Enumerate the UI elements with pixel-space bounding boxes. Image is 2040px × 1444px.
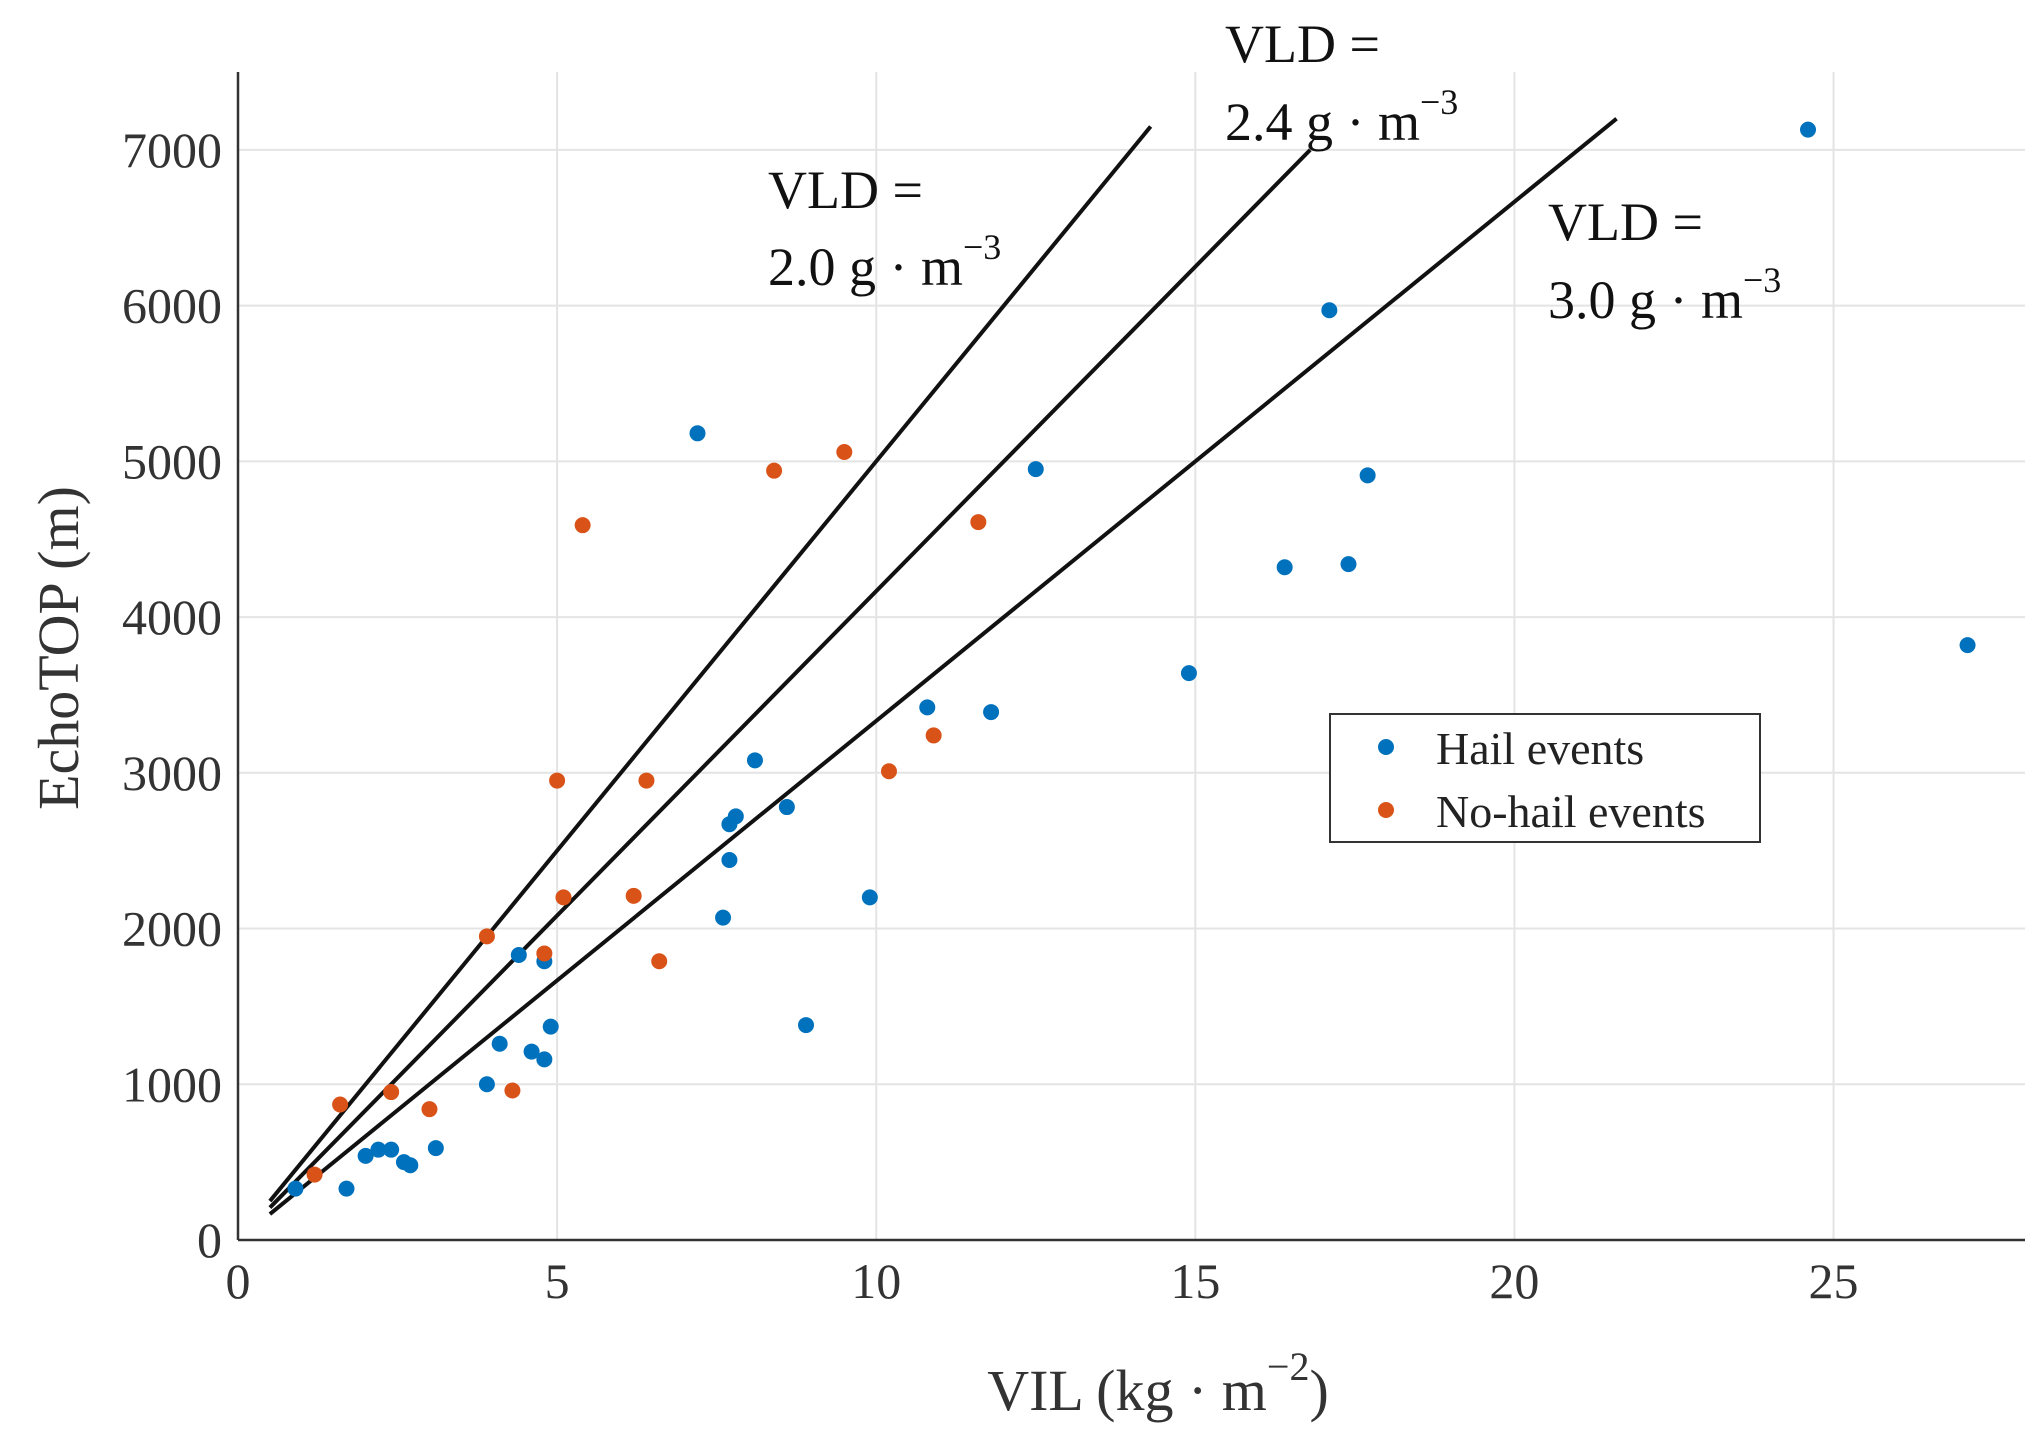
no-hail-point (549, 772, 566, 789)
annotation-vld-2-0: VLD = 2.0 g · m−3 (768, 160, 1001, 297)
hail-point (721, 852, 738, 869)
hail-point (510, 947, 527, 964)
no-hail-point (651, 953, 668, 970)
hail-point (491, 1035, 508, 1052)
hail-point (383, 1141, 400, 1158)
annotation-vld-2-0-line2: 2.0 g · m−3 (768, 227, 1001, 297)
no-hail-point (638, 772, 655, 789)
no-hail-point (536, 945, 553, 962)
x-tick-label: 5 (545, 1253, 570, 1309)
annotation-vld-2-4-line2: 2.4 g · m−3 (1225, 82, 1458, 152)
grid-layer (237, 72, 2025, 1241)
no-hail-point (880, 763, 897, 780)
no-hail-point (421, 1101, 438, 1118)
y-axis-label: EchoTOP (m) (26, 486, 91, 810)
hail-point (427, 1140, 444, 1157)
hail-point (798, 1017, 815, 1034)
hail-point (1340, 556, 1357, 573)
vld-line-2 (268, 125, 1153, 1203)
annotation-vld-3-0: VLD = 3.0 g · m−3 (1548, 192, 1781, 330)
y-tick-label: 1000 (122, 1056, 222, 1112)
hail-point (983, 704, 1000, 721)
x-tick-label: 20 (1489, 1253, 1539, 1309)
y-tick-label: 5000 (122, 433, 222, 489)
hail-point (536, 1051, 553, 1068)
vld-line-3 (268, 117, 1618, 1216)
annotation-vld-2-4: VLD = 2.4 g · m−3 (1225, 14, 1458, 152)
legend-label-hail: Hail events (1436, 723, 1644, 774)
no-hail-point (574, 517, 591, 534)
hail-point (523, 1043, 540, 1060)
no-hail-point (625, 887, 642, 904)
vld-line-2-4 (268, 148, 1312, 1209)
hail-point (542, 1018, 559, 1035)
data-points (287, 121, 1976, 1197)
y-tick-label: 2000 (122, 901, 222, 957)
y-tick-label: 6000 (122, 278, 222, 334)
hail-point (689, 425, 706, 442)
y-tick-label: 3000 (122, 745, 222, 801)
annotation-vld-3-0-line1: VLD = (1548, 192, 1703, 252)
hail-point (338, 1180, 355, 1197)
annotation-vld-3-0-line2: 3.0 g · m−3 (1548, 260, 1781, 330)
hail-point (727, 808, 744, 825)
hail-point (370, 1141, 387, 1158)
hail-point (478, 1076, 495, 1093)
hail-point (778, 799, 795, 816)
no-hail-point (478, 928, 495, 945)
axis-layer: 0 5 10 15 20 25 0 1000 2000 3000 4000 5000 6000 7000 (122, 72, 2025, 1309)
reference-lines (268, 117, 1618, 1216)
legend-marker-hail (1378, 739, 1394, 755)
hail-point (287, 1180, 304, 1197)
hail-point (919, 699, 936, 716)
hail-point (1800, 121, 1817, 138)
annotation-vld-2-4-line1: VLD = (1225, 14, 1380, 74)
hail-point (1180, 665, 1197, 682)
no-hail-point (383, 1084, 400, 1101)
no-hail-point (332, 1096, 349, 1113)
x-axis-label: VIL (kg · m−2) (987, 1344, 1329, 1423)
annotation-vld-2-0-line1: VLD = (768, 160, 923, 220)
no-hail-point (555, 889, 572, 906)
no-hail-point (925, 727, 942, 744)
no-hail-point (504, 1082, 521, 1099)
y-tick-label: 0 (197, 1212, 222, 1268)
no-hail-point (766, 462, 783, 479)
legend-label-no-hail: No-hail events (1436, 786, 1706, 837)
x-tick-label: 0 (226, 1253, 251, 1309)
x-tick-label: 15 (1170, 1253, 1220, 1309)
hail-point (715, 909, 732, 926)
legend: Hail events No-hail events (1329, 713, 1761, 843)
hail-point (1359, 467, 1376, 484)
y-tick-label: 7000 (122, 122, 222, 178)
hail-point (357, 1147, 374, 1164)
hail-point (861, 889, 878, 906)
hail-point (1276, 559, 1293, 576)
legend-marker-no-hail (1378, 802, 1394, 818)
hail-point (1321, 302, 1338, 319)
hail-point (746, 752, 763, 769)
hail-point (1027, 461, 1044, 478)
legend-box (1329, 713, 1761, 843)
x-tick-label: 10 (851, 1253, 901, 1309)
y-tick-label: 4000 (122, 589, 222, 645)
x-tick-label: 25 (1809, 1253, 1859, 1309)
hail-point (402, 1157, 419, 1174)
no-hail-point (836, 443, 853, 460)
no-hail-point (306, 1166, 323, 1183)
hail-point (1959, 637, 1976, 654)
no-hail-point (970, 514, 987, 531)
